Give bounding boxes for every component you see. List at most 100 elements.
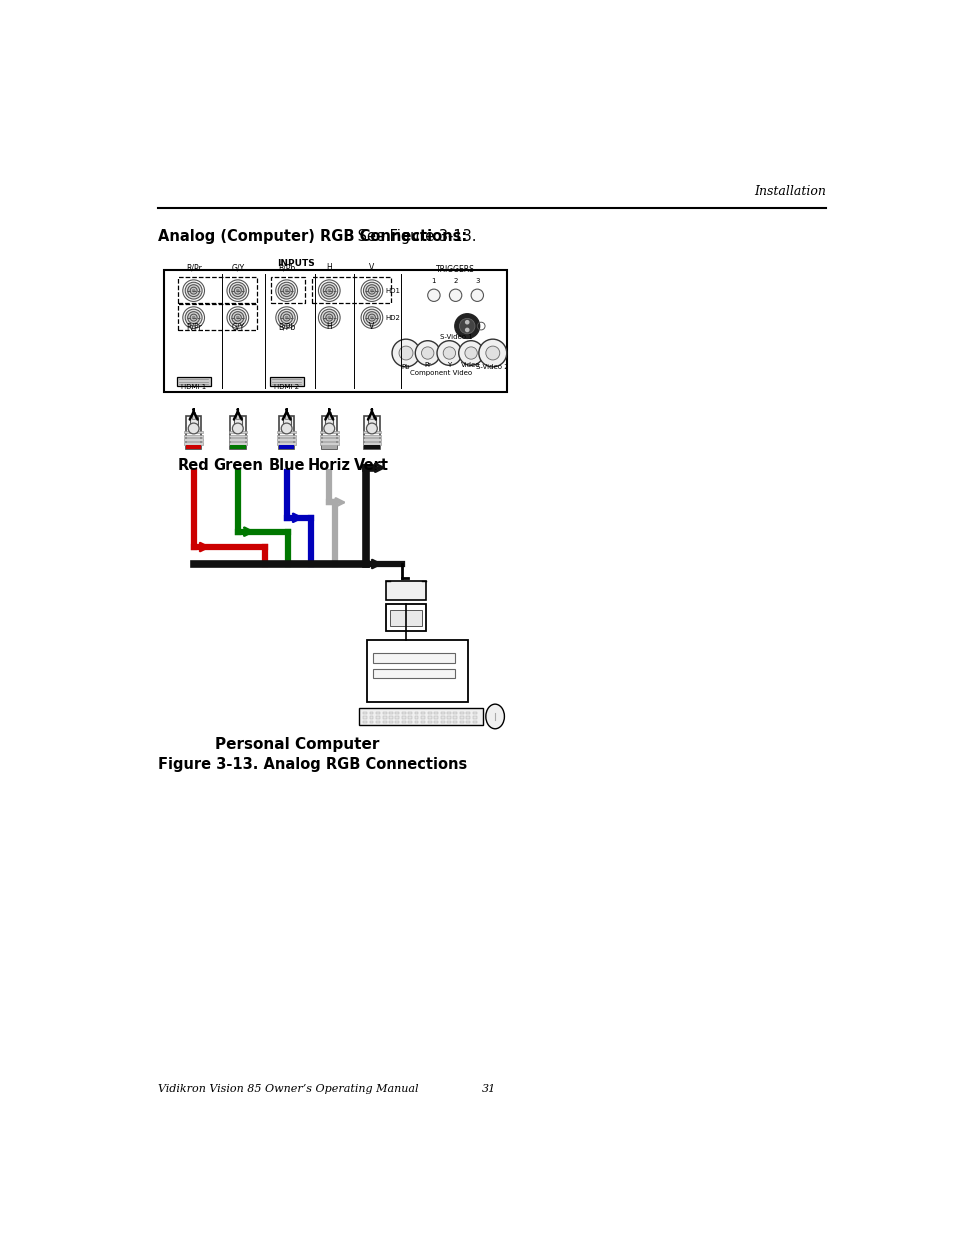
Text: Installation: Installation [754,185,825,198]
Text: S-Video 2: S-Video 2 [476,364,509,370]
Bar [369,721,373,724]
Bar [373,668,455,678]
Text: HD1: HD1 [385,288,400,294]
Circle shape [229,283,246,299]
Circle shape [443,347,456,359]
Text: HDMI 2: HDMI 2 [274,384,299,390]
Text: B/Pb: B/Pb [277,322,295,331]
Circle shape [363,283,380,299]
Bar [389,716,393,719]
Circle shape [366,424,377,433]
Circle shape [235,316,239,320]
Circle shape [190,288,197,294]
Bar [277,431,295,433]
Bar [278,416,294,448]
Bar [440,716,444,719]
Text: Pr: Pr [424,362,431,368]
Bar [440,721,444,724]
Bar [186,416,201,448]
Text: 31: 31 [481,1084,496,1094]
Bar [363,716,367,719]
Bar [359,708,483,725]
Circle shape [234,288,241,294]
Circle shape [192,289,195,293]
Bar [328,412,331,419]
Bar [230,416,245,448]
Text: G/Y: G/Y [231,322,244,331]
Bar [192,412,195,419]
Text: HD2: HD2 [385,315,400,321]
Circle shape [185,283,202,299]
Circle shape [427,289,439,301]
Text: Y: Y [447,362,451,368]
Bar [447,721,451,724]
Bar [427,716,431,719]
Text: B/Pb: B/Pb [277,263,295,272]
Text: Figure 3-13. Analog RGB Connections: Figure 3-13. Analog RGB Connections [158,757,467,772]
Bar [176,377,211,387]
Bar [178,304,257,330]
Circle shape [436,341,461,366]
Text: Horiz: Horiz [308,458,351,473]
Bar [369,711,373,714]
Bar [184,438,203,441]
Text: See Figure 3-13.: See Figure 3-13. [353,228,476,245]
Bar [421,716,425,719]
Circle shape [326,288,333,294]
Bar [408,711,412,714]
Bar [363,711,367,714]
Circle shape [363,309,380,326]
Text: V: V [369,322,375,331]
Circle shape [370,289,374,293]
Circle shape [327,316,331,320]
Bar [364,445,379,448]
Bar [408,721,412,724]
Circle shape [392,340,419,367]
Bar [363,721,367,724]
Circle shape [284,316,289,320]
Bar [389,711,393,714]
Text: 3: 3 [475,278,479,284]
Bar [233,416,241,430]
Bar [459,721,464,724]
Text: Blue: Blue [268,458,305,473]
Bar [453,711,456,714]
Circle shape [323,285,335,296]
Bar [282,416,291,430]
Bar [421,721,425,724]
Text: Vidikron Vision 85 Owner’s Operating Manual: Vidikron Vision 85 Owner’s Operating Man… [158,1084,418,1094]
Circle shape [188,285,199,296]
Bar [278,445,294,448]
Bar [375,711,379,714]
Bar [385,604,426,631]
Bar [277,438,295,441]
Bar [362,435,381,437]
Bar [472,711,476,714]
Circle shape [455,314,479,338]
Bar [385,580,426,600]
Bar [362,431,381,433]
Circle shape [188,424,199,433]
Bar [319,435,338,437]
Circle shape [366,285,377,296]
Circle shape [320,309,337,326]
Text: R/Pr: R/Pr [186,263,201,272]
Text: H: H [326,322,332,331]
Bar [447,711,451,714]
Bar [236,412,239,419]
Bar [375,716,379,719]
Text: HDMI 1: HDMI 1 [181,384,206,390]
Text: INPUTS: INPUTS [276,259,314,268]
Bar [395,721,398,724]
Circle shape [278,283,294,299]
Bar [382,721,386,724]
Bar [184,442,203,445]
Circle shape [235,289,239,293]
Circle shape [485,346,499,359]
Bar [184,431,203,433]
Bar [367,640,468,701]
Circle shape [284,289,289,293]
Circle shape [464,327,469,332]
Bar [382,711,386,714]
Text: TRIGGERS: TRIGGERS [436,264,475,274]
